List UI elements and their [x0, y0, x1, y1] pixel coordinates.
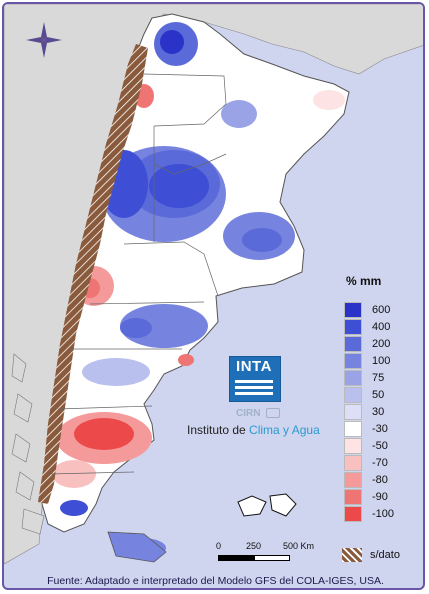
province-boundaries	[49, 73, 227, 475]
no-data-label: s/dato	[370, 549, 400, 561]
chile-islands	[11, 353, 45, 535]
no-data-swatch	[342, 548, 362, 562]
cirn-label: CIRN	[236, 408, 261, 419]
legend-label: 30	[372, 406, 385, 418]
inta-logo-text: INTA	[236, 358, 272, 375]
institute-name: Instituto de Clima y Agua	[187, 423, 320, 437]
scale-label-250: 250	[246, 541, 262, 551]
legend-label: -70	[372, 457, 388, 469]
legend-label: -100	[372, 508, 395, 520]
legend-swatch	[344, 455, 362, 471]
legend-label: -50	[372, 440, 388, 452]
institute-prefix: Instituto de	[187, 423, 250, 437]
legend-label: 100	[372, 355, 391, 367]
inta-logo: INTA	[229, 356, 281, 402]
tierra-del-fuego	[107, 531, 167, 563]
legend-swatch	[344, 472, 362, 488]
legend-swatch	[344, 489, 362, 505]
legend-swatch	[344, 319, 362, 335]
source-footer: Fuente: Adaptado e interpretado del Mode…	[47, 575, 384, 587]
legend-swatch	[344, 387, 362, 403]
legend-swatch	[344, 421, 362, 437]
scale-label-500: 500 Km	[283, 541, 315, 551]
legend-label: 200	[372, 338, 391, 350]
no-data-andes	[38, 44, 148, 504]
legend-swatch	[344, 506, 362, 522]
legend-label: 75	[372, 372, 385, 384]
legend-label: 600	[372, 304, 391, 316]
scale-label-0: 0	[216, 541, 222, 551]
legend-title: % mm	[346, 274, 382, 288]
scale-segment-light	[254, 555, 290, 561]
map-frame: % mm 600 400 200 100 75 50 30 -30 -50 -70 -80 -90 -1…	[2, 2, 425, 590]
legend-swatch	[344, 370, 362, 386]
legend-label: 400	[372, 321, 391, 333]
legend-label: -90	[372, 491, 388, 503]
scale-segment-dark	[218, 555, 254, 561]
legend-swatch	[344, 336, 362, 352]
legend-swatch	[344, 404, 362, 420]
legend-label: -80	[372, 474, 388, 486]
map-canvas	[4, 4, 423, 565]
institute-accent: Clima y Agua	[249, 423, 320, 437]
legend-swatch	[344, 353, 362, 369]
legend-label: -30	[372, 423, 388, 435]
compass-rose-icon	[26, 22, 62, 58]
legend-swatch	[344, 438, 362, 454]
malvinas-islands	[237, 493, 297, 517]
legend-label: 50	[372, 389, 385, 401]
cirn-mark-icon	[266, 408, 280, 418]
legend-swatch	[344, 302, 362, 318]
